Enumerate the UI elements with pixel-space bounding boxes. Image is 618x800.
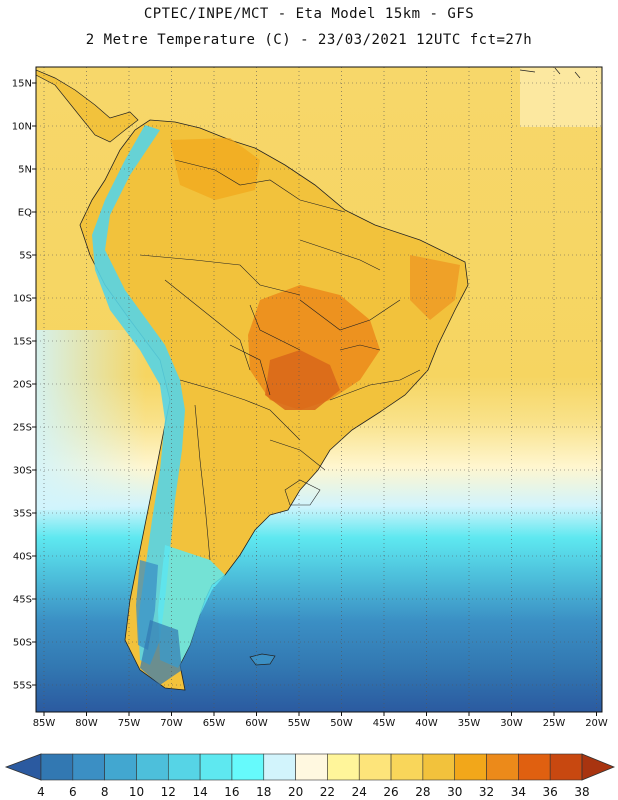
- andes-high-peaks: [136, 560, 158, 650]
- colorbar-swatch: [549, 753, 583, 781]
- temperature-colorbar: [4, 753, 616, 781]
- latitude-label: 55S: [13, 681, 32, 692]
- longitude-label: 25W: [543, 718, 566, 729]
- caribbean-islands: [519, 67, 581, 79]
- pacific-cool-zone: [36, 330, 146, 510]
- colorbar-label: 10: [129, 785, 144, 799]
- longitude-label: 50W: [330, 718, 353, 729]
- colorbar-arrow-low: [4, 753, 42, 781]
- longitude-label: 60W: [245, 718, 268, 729]
- longitude-label: 20W: [585, 718, 608, 729]
- map-title-source: CPTEC/INPE/MCT - Eta Model 15km - GFS: [143, 6, 475, 22]
- colorbar-label: 28: [415, 785, 430, 799]
- latitude-labels: 15N 10N 5N EQ 5S 10S 15S 20S 25S 30S 35S 40S 45S 50S 5…: [12, 79, 36, 692]
- colorbar-swatch: [518, 753, 551, 781]
- longitude-label: 45W: [373, 718, 396, 729]
- colorbar-label: 34: [511, 785, 526, 799]
- colorbar-swatch: [295, 753, 328, 781]
- colorbar-label: 36: [543, 785, 558, 799]
- colorbar-swatch: [136, 753, 169, 781]
- colorbar-label: 12: [161, 785, 176, 799]
- latitude-label: 10N: [12, 122, 32, 133]
- colorbar-swatch: [104, 753, 137, 781]
- map-title-variable: 2 Metre Temperature (C) - 23/03/2021 12U…: [85, 32, 533, 48]
- latitude-label: 30S: [13, 466, 32, 477]
- longitude-label: 70W: [160, 718, 183, 729]
- latitude-label: 25S: [13, 423, 32, 434]
- colorbar-label: 22: [320, 785, 335, 799]
- longitude-label: 30W: [500, 718, 523, 729]
- colorbar-label: 38: [574, 785, 589, 799]
- colorbar-label: 6: [69, 785, 77, 799]
- colorbar-label: 16: [224, 785, 239, 799]
- colorbar-swatch: [231, 753, 265, 781]
- colorbar-label: 30: [447, 785, 462, 799]
- map-frame: [36, 67, 602, 712]
- colorbar-swatch: [422, 753, 456, 781]
- longitude-label: 55W: [288, 718, 311, 729]
- colorbar-swatch: [72, 753, 105, 781]
- colorbar-label: 4: [37, 785, 45, 799]
- amazon-warm-zone: [170, 138, 260, 200]
- latitude-label: 15S: [13, 337, 32, 348]
- latitude-label: 35S: [13, 509, 32, 520]
- andes-cool-strip: [92, 125, 185, 665]
- longitude-label: 75W: [118, 718, 141, 729]
- colorbar-label: 8: [101, 785, 109, 799]
- longitude-label: 35W: [458, 718, 481, 729]
- longitude-label: 80W: [75, 718, 98, 729]
- longitude-label: 65W: [203, 718, 226, 729]
- colorbar-label: 32: [479, 785, 494, 799]
- central-america-land: [36, 69, 139, 143]
- colorbar-swatch: [40, 753, 74, 781]
- colorbar-label: 18: [256, 785, 271, 799]
- colorbar-label: 20: [288, 785, 303, 799]
- colorbar-swatch: [486, 753, 519, 781]
- patagonia-cold-core: [140, 620, 182, 685]
- brazil-hot-spot: [265, 350, 340, 410]
- colorbar-labels: 4 6 8 10 12 14 16 18 20 22 24 26 28 30 32 34 36 38: [37, 785, 589, 799]
- colorbar-swatch: [199, 753, 233, 781]
- colorbar-label: 26: [383, 785, 398, 799]
- colorbar-swatch: [390, 753, 424, 781]
- colorbar-swatch: [263, 753, 296, 781]
- latitude-label: 15N: [12, 79, 32, 90]
- longitude-label: 85W: [33, 718, 56, 729]
- latitude-label: 20S: [13, 380, 32, 391]
- colorbar-swatch: [358, 753, 392, 781]
- colorbar-label: 14: [192, 785, 207, 799]
- falkland-islands: [249, 653, 276, 666]
- latitude-label: 5S: [19, 251, 32, 262]
- colorbar-swatch: [167, 753, 201, 781]
- latitude-label: 5N: [18, 165, 32, 176]
- atlantic-pale-zone: [520, 67, 602, 127]
- longitude-labels: 85W 80W 75W 70W 65W 60W 55W 50W 45W 40W 35W 30W 25W 2…: [33, 712, 608, 729]
- latitude-label: EQ: [18, 208, 32, 219]
- colorbar-swatch: [454, 753, 487, 781]
- colorbar-label: 24: [352, 785, 367, 799]
- latitude-label: 50S: [13, 638, 32, 649]
- colorbar-swatch: [327, 753, 360, 781]
- northeast-warm-zone: [410, 255, 460, 320]
- map-border: [35, 66, 603, 713]
- colorbar-arrow-high: [581, 753, 616, 781]
- longitude-label: 40W: [415, 718, 438, 729]
- country-borders: [139, 159, 421, 561]
- latitude-label: 45S: [13, 595, 32, 606]
- latitude-label: 40S: [13, 552, 32, 563]
- latitude-label: 10S: [13, 294, 32, 305]
